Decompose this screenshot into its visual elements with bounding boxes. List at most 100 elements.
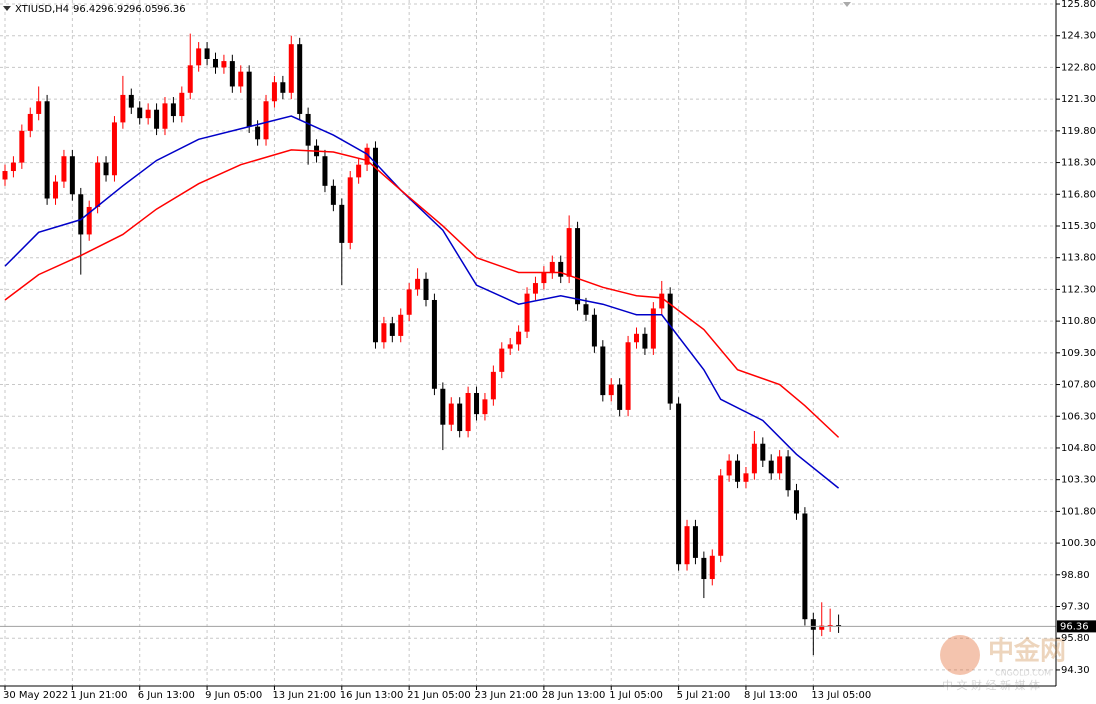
watermark: 中金网 CNGOLD.COM 中 文 财 经 新 媒 体 xyxy=(940,635,1066,692)
candle-body xyxy=(263,101,269,140)
candle-body xyxy=(659,293,665,309)
candle-body xyxy=(95,162,101,207)
candle-body xyxy=(10,162,16,172)
candle-body xyxy=(229,61,235,87)
candle-body xyxy=(322,156,328,186)
x-tick-label: 5 Jul 21:00 xyxy=(677,690,731,701)
watermark-site: CNGOLD.COM xyxy=(995,669,1051,678)
y-tick-label: 118.30 xyxy=(1061,158,1096,169)
candle-body xyxy=(600,346,606,396)
candle-body xyxy=(339,204,345,243)
candle-body xyxy=(457,403,463,432)
candle-body xyxy=(364,147,370,165)
candle-body xyxy=(751,443,757,474)
candle-body xyxy=(465,392,471,432)
x-tick-label: 8 Jul 13:00 xyxy=(744,690,798,701)
candle-body xyxy=(625,342,631,410)
candle-body xyxy=(709,555,715,580)
symbol: XTIUSD,H4 xyxy=(15,4,69,15)
candle-body xyxy=(760,443,766,461)
ohlc-high: 96.92 xyxy=(101,4,130,15)
candle-body xyxy=(608,384,614,396)
candle-body xyxy=(246,71,252,127)
candle-body xyxy=(735,460,741,482)
candle-body xyxy=(271,82,277,102)
watermark-brand: 中金网 xyxy=(988,636,1066,667)
candle-body xyxy=(777,456,783,474)
candle-body xyxy=(69,156,75,195)
candle-body xyxy=(692,526,698,558)
y-tick-label: 125.80 xyxy=(1061,0,1096,10)
ohlc-low: 96.05 xyxy=(129,4,158,15)
candle-body xyxy=(255,126,261,140)
candle-body xyxy=(482,399,488,415)
watermark-tagline: 中 文 财 经 新 媒 体 xyxy=(942,678,1040,692)
candle-body xyxy=(204,48,210,59)
candle-body xyxy=(785,456,791,491)
current-price-label: 96.36 xyxy=(1060,621,1089,632)
candle-body xyxy=(406,289,412,315)
y-tick-label: 103.30 xyxy=(1061,475,1096,486)
candle-body xyxy=(650,308,656,349)
x-tick-label: 1 Jul 05:00 xyxy=(609,690,663,701)
candle-body xyxy=(137,107,143,119)
candle-body xyxy=(490,371,496,400)
candle-body xyxy=(532,283,538,294)
candle-body xyxy=(36,101,42,114)
candle-body xyxy=(53,181,59,199)
y-tick-label: 112.30 xyxy=(1061,284,1096,295)
y-tick-label: 94.30 xyxy=(1061,665,1090,676)
candle-body xyxy=(642,333,648,349)
candle-body xyxy=(802,513,808,620)
candle-body xyxy=(448,403,454,425)
y-tick-label: 113.80 xyxy=(1061,253,1096,264)
menu-icon[interactable] xyxy=(3,6,11,11)
x-tick-label: 13 Jun 21:00 xyxy=(272,690,336,701)
x-tick-label: 21 Jun 05:00 xyxy=(407,690,471,701)
x-tick-label: 23 Jun 21:00 xyxy=(475,690,539,701)
candle-body xyxy=(86,206,92,235)
candle-body xyxy=(154,109,160,129)
candle-body xyxy=(145,109,151,119)
candle-body xyxy=(372,147,378,343)
candle-body xyxy=(213,58,218,68)
candle-body xyxy=(634,333,639,343)
x-tick-label: 6 Jun 13:00 xyxy=(138,690,195,701)
candle-body xyxy=(415,278,421,290)
candle-body xyxy=(701,557,707,580)
candle-body xyxy=(103,162,109,176)
candle-body xyxy=(667,293,673,404)
candle-body xyxy=(575,228,581,305)
y-tick-label: 119.80 xyxy=(1061,126,1096,137)
candle-body xyxy=(726,460,732,476)
candle-body xyxy=(499,348,505,372)
candle-body xyxy=(347,177,353,243)
candle-body xyxy=(684,526,690,565)
candle-body xyxy=(819,625,825,630)
moving-average xyxy=(4,149,840,438)
axes: 125.80 124.30 122.80 121.30 119.80 118.30 116.… xyxy=(3,0,1096,701)
candle-body xyxy=(356,164,362,178)
candle-body xyxy=(170,103,176,117)
candle-body xyxy=(196,48,202,66)
candle-body xyxy=(810,619,816,630)
candle-body xyxy=(558,261,564,277)
candle-body xyxy=(19,130,25,163)
plot xyxy=(0,33,1056,656)
candle-body xyxy=(398,314,404,336)
candle-body xyxy=(549,261,555,273)
candle-body xyxy=(676,403,682,565)
candle-body xyxy=(78,194,84,235)
y-tick-label: 104.80 xyxy=(1061,443,1096,454)
candle-body xyxy=(187,65,193,93)
x-tick-label: 16 Jun 13:00 xyxy=(340,690,404,701)
watermark-logo xyxy=(940,635,980,675)
candle-body xyxy=(162,103,168,129)
candle-body xyxy=(111,122,117,176)
scroll-icon[interactable] xyxy=(843,2,851,7)
candle-body xyxy=(120,94,126,123)
y-tick-label: 116.80 xyxy=(1061,189,1096,200)
candle-body xyxy=(297,44,303,114)
candle-body xyxy=(836,625,842,627)
